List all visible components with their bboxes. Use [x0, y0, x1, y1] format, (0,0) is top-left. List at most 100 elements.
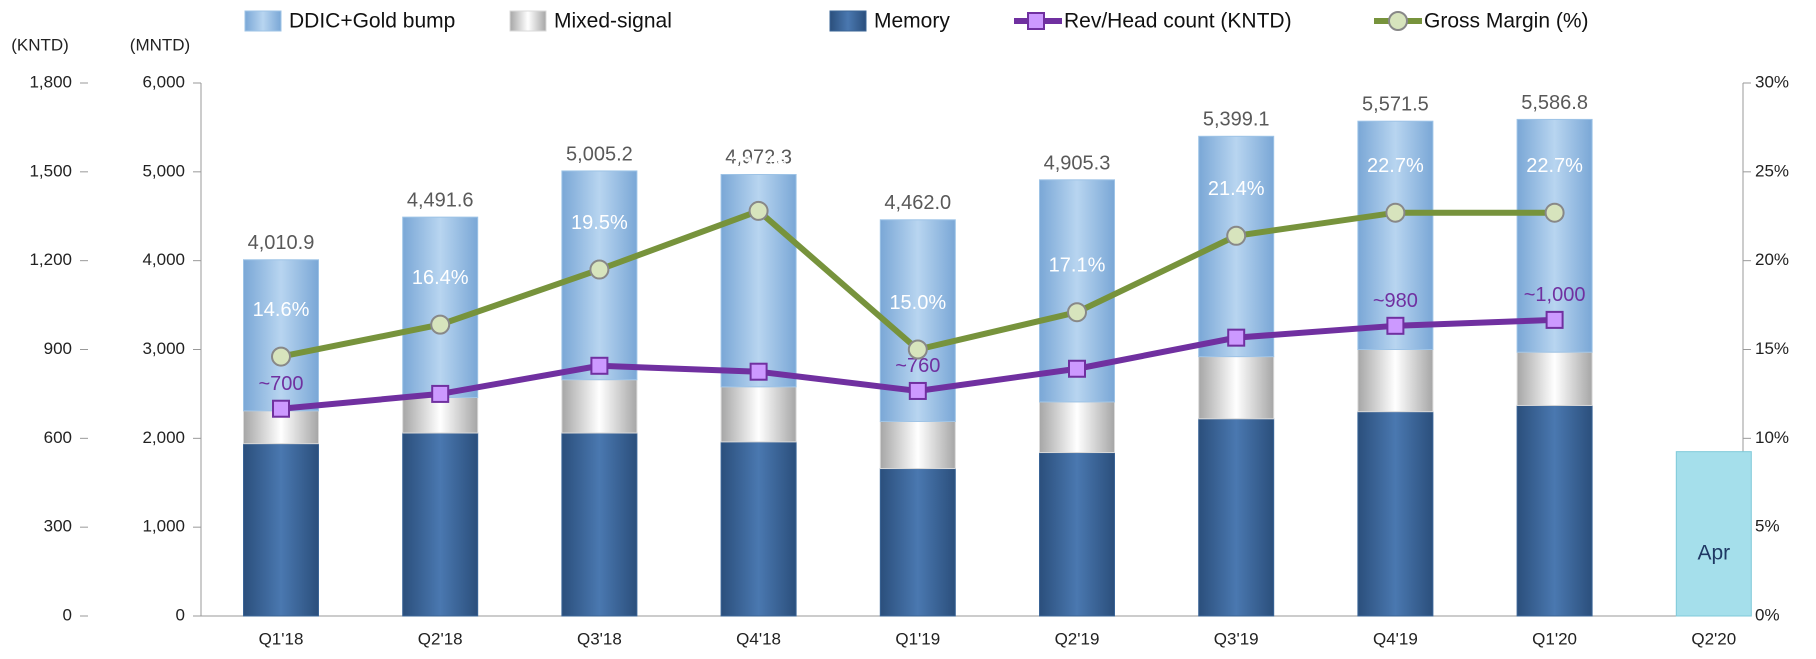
total-label: 5,586.8 — [1521, 92, 1588, 114]
tick-label: 1,500 — [29, 161, 72, 180]
bar-segment — [402, 216, 479, 398]
data-label: ~760 — [895, 355, 940, 377]
data-label: 22.7% — [1526, 155, 1583, 177]
total-label: 4,491.6 — [407, 189, 474, 211]
bar-segment — [1198, 418, 1275, 617]
marker — [749, 362, 768, 381]
bar-segment — [402, 432, 479, 617]
legend-label: Rev/Head count (KNTD) — [1064, 10, 1292, 33]
bar-segment — [243, 443, 319, 617]
tick-label: 1,800 — [29, 72, 72, 91]
marker — [748, 200, 769, 221]
bar-segment — [1516, 404, 1593, 617]
total-label: 4,905.3 — [1044, 153, 1111, 175]
data-label: 15.0% — [889, 292, 946, 314]
data-label: 16.4% — [412, 267, 469, 289]
marker — [430, 314, 451, 335]
x-tick-label: Q4'19 — [1373, 629, 1418, 648]
data-label: 17.1% — [1049, 254, 1106, 276]
tick-label: 0% — [1755, 605, 1780, 624]
x-tick-label: Q4'18 — [736, 629, 781, 648]
outer-axis-unit: (KNTD) — [11, 35, 69, 54]
data-label: 19.5% — [571, 212, 628, 234]
legend-label: Gross Margin (%) — [1424, 10, 1589, 33]
legend-marker — [1388, 11, 1408, 31]
bar-segment — [561, 432, 638, 617]
marker — [431, 384, 450, 403]
marker — [589, 259, 610, 280]
bar-segment — [720, 386, 797, 443]
legend-marker — [1027, 12, 1045, 30]
total-label: 4,010.9 — [248, 232, 315, 254]
total-label: 4,462.0 — [884, 192, 951, 214]
tick-label: 1,000 — [142, 517, 185, 536]
tick-label: 6,000 — [142, 72, 185, 91]
data-label: 21.4% — [1208, 178, 1265, 200]
tick-label: 0 — [176, 605, 185, 624]
tick-label: 15% — [1755, 339, 1789, 358]
tick-label: 900 — [44, 339, 72, 358]
marker — [271, 346, 291, 367]
marker — [1067, 302, 1087, 323]
tick-label: 0 — [63, 605, 72, 624]
axis-unit: (MNTD) — [130, 35, 190, 54]
april-label: Apr — [1697, 541, 1730, 564]
tick-label: 2,000 — [142, 428, 185, 447]
tick-label: 1,200 — [29, 250, 72, 269]
bar-segment — [1357, 120, 1434, 350]
tick-label: 600 — [44, 428, 72, 447]
marker — [908, 381, 927, 400]
x-tick-label: Q1'20 — [1532, 629, 1577, 648]
data-label: ~980 — [1373, 290, 1418, 312]
total-label: 5,005.2 — [566, 144, 633, 166]
marker — [1227, 328, 1246, 347]
total-label: 5,571.5 — [1362, 93, 1429, 115]
x-tick-label: Q3'18 — [577, 629, 622, 648]
bar-segment — [879, 420, 956, 470]
tick-label: 5,000 — [142, 161, 185, 180]
tick-label: 3,000 — [142, 339, 185, 358]
legend-label: Memory — [874, 10, 950, 33]
x-tick-label: Q2'20 — [1691, 629, 1736, 648]
marker — [907, 339, 928, 360]
total-label: 5,399.1 — [1203, 109, 1270, 131]
marker — [1385, 202, 1406, 223]
data-label: ~1,000 — [1524, 284, 1586, 306]
bar-segment — [1039, 401, 1115, 454]
tick-label: 25% — [1755, 161, 1789, 180]
marker — [590, 356, 609, 375]
data-label: 22.7% — [1367, 155, 1424, 177]
marker — [1068, 359, 1086, 378]
data-label: 14.6% — [253, 299, 310, 321]
bar-segment — [1198, 356, 1275, 420]
bar-segment — [1516, 351, 1593, 406]
total-label: 4,972.3 — [725, 147, 792, 169]
x-tick-label: Q2'18 — [418, 629, 463, 648]
marker — [1544, 202, 1565, 223]
legend-swatch — [829, 10, 867, 32]
tick-label: 300 — [44, 517, 72, 536]
bar-segment — [1357, 349, 1434, 413]
legend-label: Mixed-signal — [554, 10, 672, 33]
april-bar — [1675, 451, 1752, 617]
bar-segment — [243, 259, 319, 412]
tick-label: 20% — [1755, 250, 1789, 269]
legend-swatch — [244, 10, 282, 32]
bar-segment — [1039, 452, 1115, 617]
marker — [1226, 225, 1247, 246]
legend-label: DDIC+Gold bump — [289, 10, 455, 33]
tick-label: 10% — [1755, 428, 1789, 447]
data-label: ~700 — [258, 373, 303, 395]
tick-label: 4,000 — [142, 250, 185, 269]
legend-swatch — [509, 10, 547, 32]
marker — [272, 399, 290, 418]
marker — [1386, 316, 1405, 335]
x-tick-label: Q3'19 — [1214, 629, 1259, 648]
x-tick-label: Q1'19 — [895, 629, 940, 648]
bar-segment — [561, 379, 638, 434]
marker — [1545, 310, 1564, 329]
bar-segment — [1357, 411, 1434, 617]
tick-label: 5% — [1755, 517, 1780, 536]
x-tick-label: Q1'18 — [259, 629, 304, 648]
